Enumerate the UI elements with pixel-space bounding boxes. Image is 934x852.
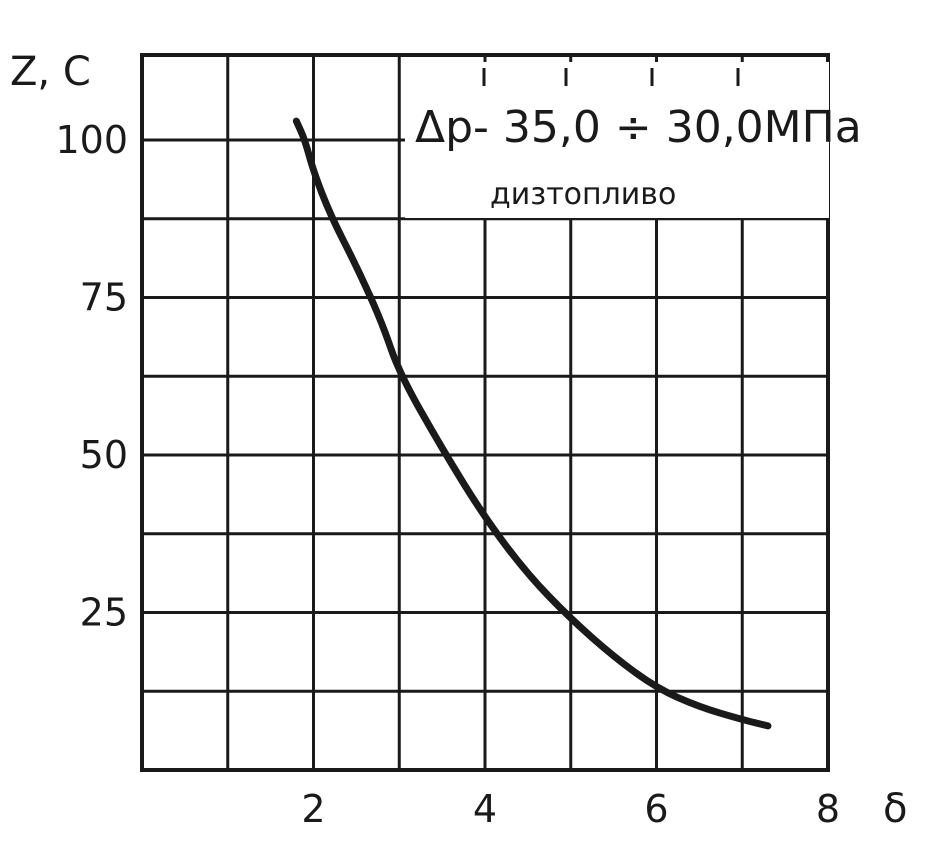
x-tick-label: 6	[644, 787, 668, 831]
series-line	[292, 117, 772, 730]
y-axis-title: Z, C	[10, 49, 91, 95]
y-tick-label: 50	[80, 433, 128, 477]
tick-labels: 2 4 6 8 25 50 75 100	[55, 118, 840, 831]
y-tick-label: 100	[55, 118, 128, 162]
fuel-annotation: дизтопливо	[490, 177, 676, 212]
series	[292, 117, 772, 730]
pressure-annotation: Δp- 35,0 ÷ 30,0МПа	[415, 102, 862, 153]
x-tick-label: 2	[301, 787, 325, 831]
y-tick-label: 25	[80, 591, 128, 635]
x-tick-label: 8	[816, 787, 840, 831]
annotation-box: Δp- 35,0 ÷ 30,0МПа дизтопливо	[405, 62, 862, 218]
y-tick-label: 75	[80, 276, 128, 320]
x-tick-label: 4	[473, 787, 497, 831]
x-axis-title: δ	[883, 786, 907, 832]
